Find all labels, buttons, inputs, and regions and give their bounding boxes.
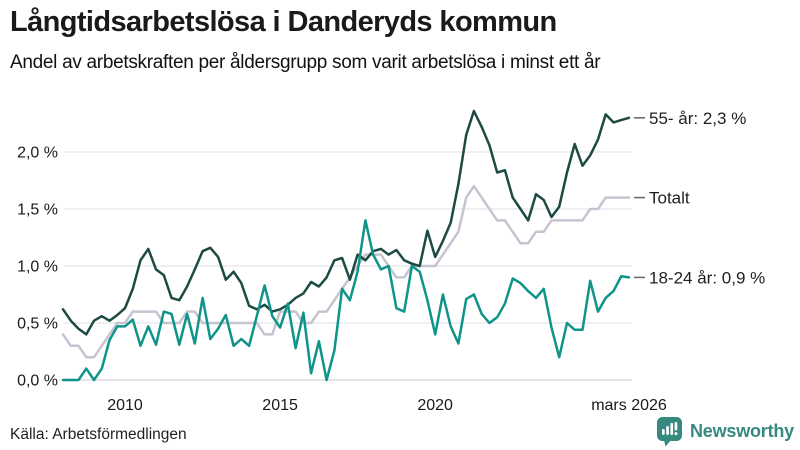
newsworthy-icon <box>656 417 682 447</box>
y-tick-label: 1,5 % <box>17 202 58 219</box>
x-tick-label: 2010 <box>107 397 143 414</box>
x-tick-label: 2015 <box>262 397 298 414</box>
x-tick-label: mars 2026 <box>591 397 667 414</box>
page-subtitle: Andel av arbetskraften per åldersgrupp s… <box>10 52 601 73</box>
y-tick-label: 0,5 % <box>17 316 58 333</box>
series-line-Totalt <box>61 184 631 359</box>
series-end-label: Totalt <box>649 189 690 208</box>
series-end-label: 55- år: 2,3 % <box>649 109 746 128</box>
brand-name: Newsworthy <box>689 421 794 441</box>
series-end-label: 18-24 år: 0,9 % <box>649 268 765 287</box>
series-line-18-24r <box>61 219 631 382</box>
series-line-55-r <box>61 109 631 336</box>
source-note: Källa: Arbetsförmedlingen <box>10 426 187 443</box>
y-tick-label: 1,0 % <box>17 259 58 276</box>
y-tick-label: 2,0 % <box>17 145 58 162</box>
brand-logo: Newsworthy <box>656 416 794 447</box>
page-title: Långtidsarbetslösa i Danderyds kommun <box>10 6 557 38</box>
y-tick-label: 0,0 % <box>17 373 58 390</box>
x-tick-label: 2020 <box>417 397 453 414</box>
